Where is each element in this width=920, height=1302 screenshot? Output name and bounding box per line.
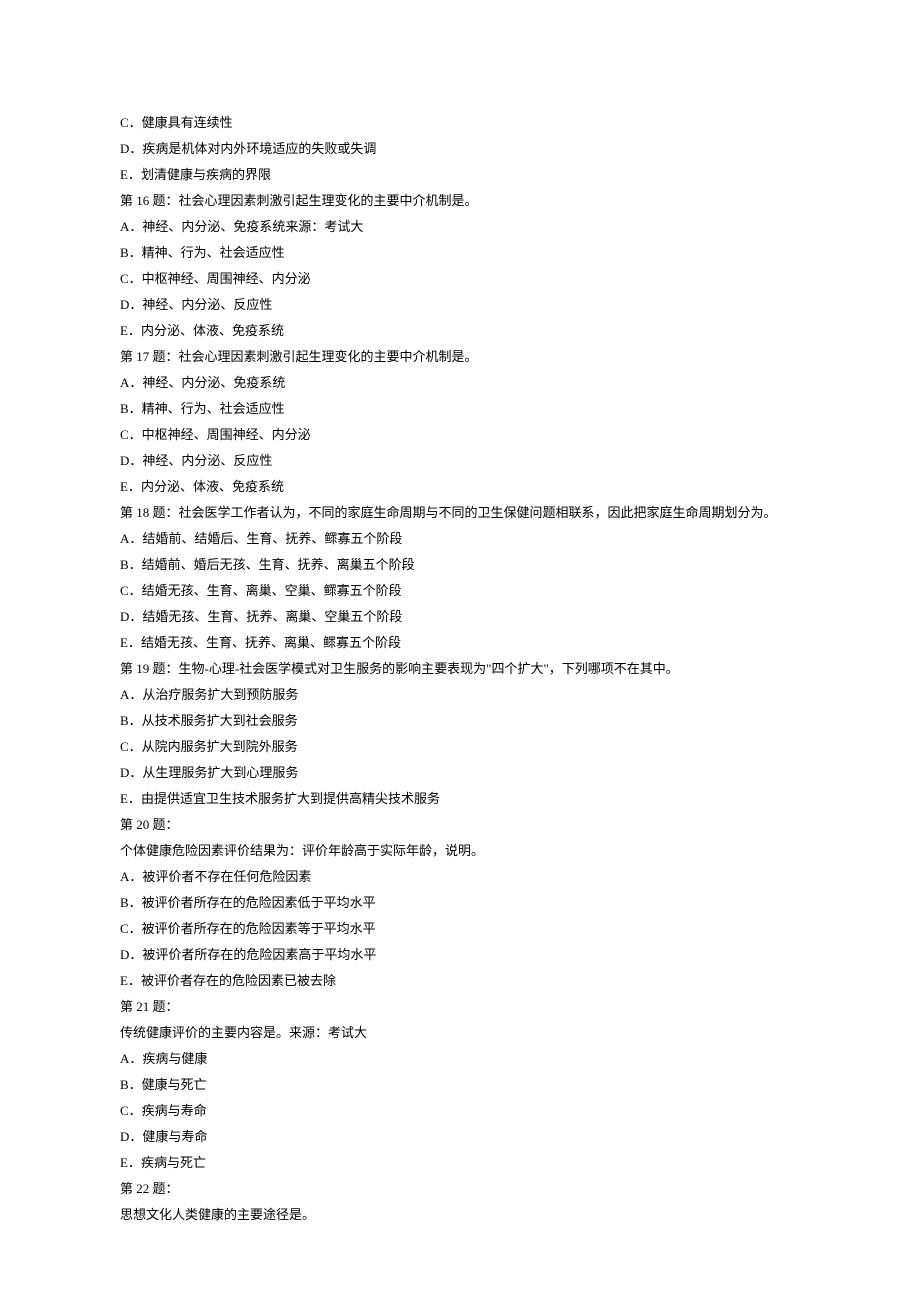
text-line: C．被评价者所存在的危险因素等于平均水平	[120, 916, 800, 942]
text-line: E．结婚无孩、生育、抚养、离巢、鳏寡五个阶段	[120, 630, 800, 656]
text-line: D．神经、内分泌、反应性	[120, 292, 800, 318]
text-line: A．神经、内分泌、免疫系统	[120, 370, 800, 396]
text-line: C．从院内服务扩大到院外服务	[120, 734, 800, 760]
text-line: E．内分泌、体液、免疫系统	[120, 474, 800, 500]
text-line: B．从技术服务扩大到社会服务	[120, 708, 800, 734]
text-line: D．从生理服务扩大到心理服务	[120, 760, 800, 786]
text-line: D．结婚无孩、生育、抚养、离巢、空巢五个阶段	[120, 604, 800, 630]
document-page: C．健康具有连续性D．疾病是机体对内外环境适应的失败或失调E．划清健康与疾病的界…	[0, 0, 920, 1288]
text-line: C．健康具有连续性	[120, 110, 800, 136]
text-line: 第 22 题：	[120, 1176, 800, 1202]
text-line: C．结婚无孩、生育、离巢、空巢、鳏寡五个阶段	[120, 578, 800, 604]
text-line: 第 21 题：	[120, 994, 800, 1020]
text-line: A．从治疗服务扩大到预防服务	[120, 682, 800, 708]
text-line: E．疾病与死亡	[120, 1150, 800, 1176]
text-line: A．结婚前、结婚后、生育、抚养、鳏寡五个阶段	[120, 526, 800, 552]
text-line: D．疾病是机体对内外环境适应的失败或失调	[120, 136, 800, 162]
text-line: C．中枢神经、周围神经、内分泌	[120, 266, 800, 292]
text-line: C．疾病与寿命	[120, 1098, 800, 1124]
text-line: E．被评价者存在的危险因素已被去除	[120, 968, 800, 994]
text-line: 传统健康评价的主要内容是。来源：考试大	[120, 1020, 800, 1046]
text-line: 第 18 题：社会医学工作者认为，不同的家庭生命周期与不同的卫生保健问题相联系，…	[120, 500, 800, 526]
text-line: B．被评价者所存在的危险因素低于平均水平	[120, 890, 800, 916]
text-line: D．被评价者所存在的危险因素高于平均水平	[120, 942, 800, 968]
text-line: A．神经、内分泌、免疫系统来源：考试大	[120, 214, 800, 240]
text-line: B．结婚前、婚后无孩、生育、抚养、离巢五个阶段	[120, 552, 800, 578]
text-line: E．内分泌、体液、免疫系统	[120, 318, 800, 344]
text-line: 第 17 题：社会心理因素刺激引起生理变化的主要中介机制是。	[120, 344, 800, 370]
text-line: 思想文化人类健康的主要途径是。	[120, 1202, 800, 1228]
text-line: E．划清健康与疾病的界限	[120, 162, 800, 188]
text-line: E．由提供适宜卫生技术服务扩大到提供高精尖技术服务	[120, 786, 800, 812]
text-line: C．中枢神经、周围神经、内分泌	[120, 422, 800, 448]
text-line: 第 19 题：生物-心理-社会医学模式对卫生服务的影响主要表现为"四个扩大"，下…	[120, 656, 800, 682]
text-line: A．疾病与健康	[120, 1046, 800, 1072]
text-line: B．精神、行为、社会适应性	[120, 240, 800, 266]
text-line: B．健康与死亡	[120, 1072, 800, 1098]
text-line: 个体健康危险因素评价结果为：评价年龄高于实际年龄，说明。	[120, 838, 800, 864]
text-line: 第 16 题：社会心理因素刺激引起生理变化的主要中介机制是。	[120, 188, 800, 214]
text-line: B．精神、行为、社会适应性	[120, 396, 800, 422]
text-line: 第 20 题：	[120, 812, 800, 838]
text-line: D．健康与寿命	[120, 1124, 800, 1150]
text-line: A．被评价者不存在任何危险因素	[120, 864, 800, 890]
text-line: D．神经、内分泌、反应性	[120, 448, 800, 474]
